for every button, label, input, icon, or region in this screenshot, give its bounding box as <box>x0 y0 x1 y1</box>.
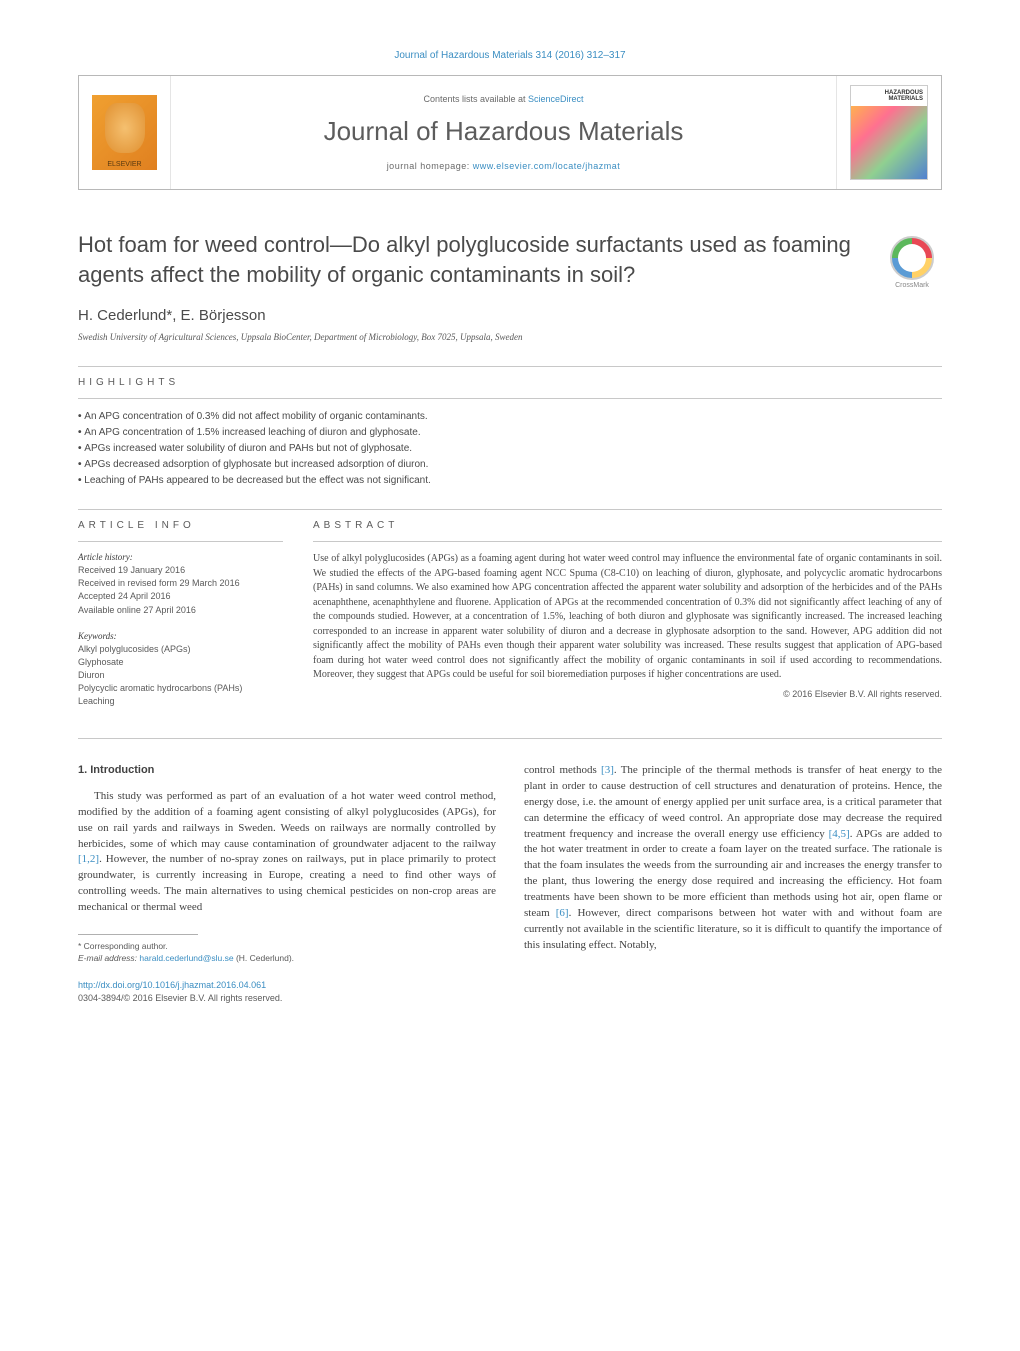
highlights-list: An APG concentration of 0.3% did not aff… <box>78 409 942 489</box>
divider <box>78 541 283 542</box>
abstract-copyright: © 2016 Elsevier B.V. All rights reserved… <box>313 689 942 699</box>
keyword: Diuron <box>78 669 283 682</box>
body-text: . APGs are added to the hot water treatm… <box>524 828 942 920</box>
journal-name: Journal of Hazardous Materials <box>324 116 684 147</box>
email-label: E-mail address: <box>78 953 139 963</box>
keyword: Alkyl polyglucosides (APGs) <box>78 643 283 656</box>
homepage-prefix: journal homepage: <box>387 161 473 171</box>
body-text: . However, direct comparisons between ho… <box>524 907 942 951</box>
doi-block: http://dx.doi.org/10.1016/j.jhazmat.2016… <box>78 979 496 1004</box>
citation-link[interactable]: [3] <box>601 764 614 776</box>
authors: H. Cederlund*, E. Börjesson <box>78 307 942 324</box>
publisher-logo-cell: ELSEVIER <box>79 76 171 189</box>
highlight-item: APGs increased water solubility of diuro… <box>78 441 942 457</box>
highlight-item: An APG concentration of 1.5% increased l… <box>78 425 942 441</box>
issn-copyright: 0304-3894/© 2016 Elsevier B.V. All right… <box>78 993 282 1003</box>
article-title: Hot foam for weed control—Do alkyl polyg… <box>78 230 942 289</box>
crossmark-icon <box>890 236 934 280</box>
section-number: 1. <box>78 764 87 776</box>
journal-cover-thumbnail: HAZARDOUS MATERIALS <box>850 85 928 180</box>
history-line: Available online 27 April 2016 <box>78 604 283 617</box>
section-title: Introduction <box>90 764 154 776</box>
contents-available-line: Contents lists available at ScienceDirec… <box>423 94 583 104</box>
highlight-item: An APG concentration of 0.3% did not aff… <box>78 409 942 425</box>
elsevier-label: ELSEVIER <box>107 161 141 168</box>
divider <box>78 398 942 399</box>
email-suffix: (H. Cederlund). <box>234 953 294 963</box>
header-center: Contents lists available at ScienceDirec… <box>171 76 836 189</box>
divider <box>78 509 942 510</box>
body-text: This study was performed as part of an e… <box>78 790 496 850</box>
body-text: . However, the number of no-spray zones … <box>78 853 496 913</box>
citation-link[interactable]: [1,2] <box>78 853 99 865</box>
divider <box>313 541 942 542</box>
highlights-heading: HIGHLIGHTS <box>78 377 942 388</box>
journal-reference: Journal of Hazardous Materials 314 (2016… <box>78 50 942 61</box>
author-email[interactable]: harald.cederlund@slu.se <box>139 953 233 963</box>
body-text: control methods <box>524 764 601 776</box>
history-line: Accepted 24 April 2016 <box>78 590 283 603</box>
abstract-text: Use of alkyl polyglucosides (APGs) as a … <box>313 552 942 683</box>
elsevier-logo: ELSEVIER <box>92 95 157 170</box>
abstract-heading: ABSTRACT <box>313 520 942 531</box>
divider <box>78 366 942 367</box>
keyword: Leaching <box>78 695 283 708</box>
keywords-title: Keywords: <box>78 631 283 641</box>
homepage-link[interactable]: www.elsevier.com/locate/jhazmat <box>473 161 621 171</box>
citation-link[interactable]: [6] <box>556 907 569 919</box>
body-paragraph: This study was performed as part of an e… <box>78 789 496 917</box>
history-line: Received 19 January 2016 <box>78 564 283 577</box>
sciencedirect-link[interactable]: ScienceDirect <box>528 94 584 104</box>
cover-thumb-cell: HAZARDOUS MATERIALS <box>836 76 941 189</box>
history-title: Article history: <box>78 552 283 562</box>
affiliation: Swedish University of Agricultural Scien… <box>78 332 942 342</box>
keyword: Glyphosate <box>78 656 283 669</box>
crossmark-label: CrossMark <box>882 282 942 289</box>
highlight-item: APGs decreased adsorption of glyphosate … <box>78 457 942 473</box>
contents-prefix: Contents lists available at <box>423 94 528 104</box>
highlight-item: Leaching of PAHs appeared to be decrease… <box>78 473 942 489</box>
corresponding-author-note: * Corresponding author. <box>78 941 496 953</box>
body-column-right: control methods [3]. The principle of th… <box>524 763 942 1004</box>
divider <box>78 738 942 739</box>
keyword: Polycyclic aromatic hydrocarbons (PAHs) <box>78 682 283 695</box>
body-columns: 1. Introduction This study was performed… <box>78 763 942 1004</box>
journal-header: ELSEVIER Contents lists available at Sci… <box>78 75 942 190</box>
article-info-heading: ARTICLE INFO <box>78 520 283 531</box>
footnote-rule <box>78 934 198 935</box>
doi-link[interactable]: http://dx.doi.org/10.1016/j.jhazmat.2016… <box>78 980 266 990</box>
highlights-section: HIGHLIGHTS An APG concentration of 0.3% … <box>78 377 942 489</box>
homepage-line: journal homepage: www.elsevier.com/locat… <box>387 161 621 171</box>
citation-link[interactable]: [4,5] <box>829 828 850 840</box>
history-line: Received in revised form 29 March 2016 <box>78 577 283 590</box>
cover-image <box>851 106 927 179</box>
body-paragraph: control methods [3]. The principle of th… <box>524 763 942 954</box>
email-line: E-mail address: harald.cederlund@slu.se … <box>78 953 496 965</box>
abstract-column: ABSTRACT Use of alkyl polyglucosides (AP… <box>313 520 942 707</box>
section-heading: 1. Introduction <box>78 763 496 779</box>
crossmark-badge[interactable]: CrossMark <box>882 236 942 296</box>
body-column-left: 1. Introduction This study was performed… <box>78 763 496 1004</box>
article-info-column: ARTICLE INFO Article history: Received 1… <box>78 520 283 707</box>
cover-title: HAZARDOUS MATERIALS <box>851 86 927 106</box>
info-abstract-row: ARTICLE INFO Article history: Received 1… <box>78 520 942 707</box>
